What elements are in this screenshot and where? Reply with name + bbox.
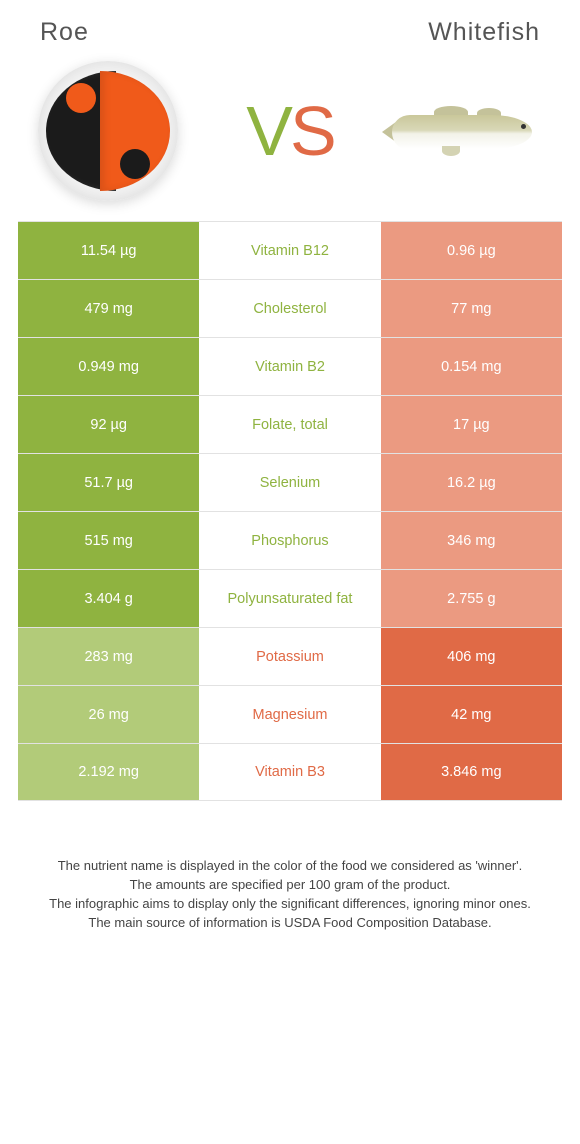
- footnote-line: The infographic aims to display only the…: [36, 895, 544, 913]
- hero-row: V S: [0, 53, 580, 221]
- right-value: 42 mg: [381, 686, 562, 743]
- table-row: 0.949 mgVitamin B20.154 mg: [18, 337, 562, 395]
- right-value: 17 µg: [381, 396, 562, 453]
- footnote-line: The nutrient name is displayed in the co…: [36, 857, 544, 875]
- vs-s: S: [290, 91, 334, 171]
- right-value: 2.755 g: [381, 570, 562, 627]
- right-value: 346 mg: [381, 512, 562, 569]
- table-row: 283 mgPotassium406 mg: [18, 627, 562, 685]
- titles-row: Roe Whitefish: [0, 0, 580, 53]
- nutrient-label: Vitamin B2: [199, 338, 380, 395]
- left-value: 26 mg: [18, 686, 199, 743]
- right-value: 406 mg: [381, 628, 562, 685]
- nutrient-table: 11.54 µgVitamin B120.96 µg479 mgCholeste…: [0, 221, 580, 801]
- table-row: 26 mgMagnesium42 mg: [18, 685, 562, 743]
- nutrient-label: Folate, total: [199, 396, 380, 453]
- left-value: 11.54 µg: [18, 222, 199, 279]
- left-value: 0.949 mg: [18, 338, 199, 395]
- footnote-line: The amounts are specified per 100 gram o…: [36, 876, 544, 894]
- nutrient-label: Magnesium: [199, 686, 380, 743]
- table-row: 2.192 mgVitamin B33.846 mg: [18, 743, 562, 801]
- nutrient-label: Phosphorus: [199, 512, 380, 569]
- title-right: Whitefish: [428, 18, 540, 47]
- roe-illustration: [18, 61, 198, 201]
- right-value: 0.154 mg: [381, 338, 562, 395]
- nutrient-label: Cholesterol: [199, 280, 380, 337]
- table-row: 3.404 gPolyunsaturated fat2.755 g: [18, 569, 562, 627]
- title-left: Roe: [40, 18, 89, 47]
- nutrient-label: Vitamin B12: [199, 222, 380, 279]
- table-row: 479 mgCholesterol77 mg: [18, 279, 562, 337]
- vs-v: V: [246, 91, 290, 171]
- nutrient-label: Selenium: [199, 454, 380, 511]
- table-row: 515 mgPhosphorus346 mg: [18, 511, 562, 569]
- right-value: 77 mg: [381, 280, 562, 337]
- whitefish-illustration: [382, 61, 562, 201]
- left-value: 283 mg: [18, 628, 199, 685]
- left-value: 2.192 mg: [18, 744, 199, 800]
- footnotes: The nutrient name is displayed in the co…: [0, 801, 580, 932]
- left-value: 479 mg: [18, 280, 199, 337]
- right-value: 16.2 µg: [381, 454, 562, 511]
- left-value: 51.7 µg: [18, 454, 199, 511]
- footnote-line: The main source of information is USDA F…: [36, 914, 544, 932]
- nutrient-label: Vitamin B3: [199, 744, 380, 800]
- right-value: 3.846 mg: [381, 744, 562, 800]
- left-value: 515 mg: [18, 512, 199, 569]
- nutrient-label: Polyunsaturated fat: [199, 570, 380, 627]
- left-value: 92 µg: [18, 396, 199, 453]
- table-row: 92 µgFolate, total17 µg: [18, 395, 562, 453]
- table-row: 11.54 µgVitamin B120.96 µg: [18, 221, 562, 279]
- left-value: 3.404 g: [18, 570, 199, 627]
- table-row: 51.7 µgSelenium16.2 µg: [18, 453, 562, 511]
- vs-label: V S: [246, 91, 333, 171]
- comparison-infographic: Roe Whitefish V S 11.54 µgVitamin B120.9…: [0, 0, 580, 932]
- nutrient-label: Potassium: [199, 628, 380, 685]
- right-value: 0.96 µg: [381, 222, 562, 279]
